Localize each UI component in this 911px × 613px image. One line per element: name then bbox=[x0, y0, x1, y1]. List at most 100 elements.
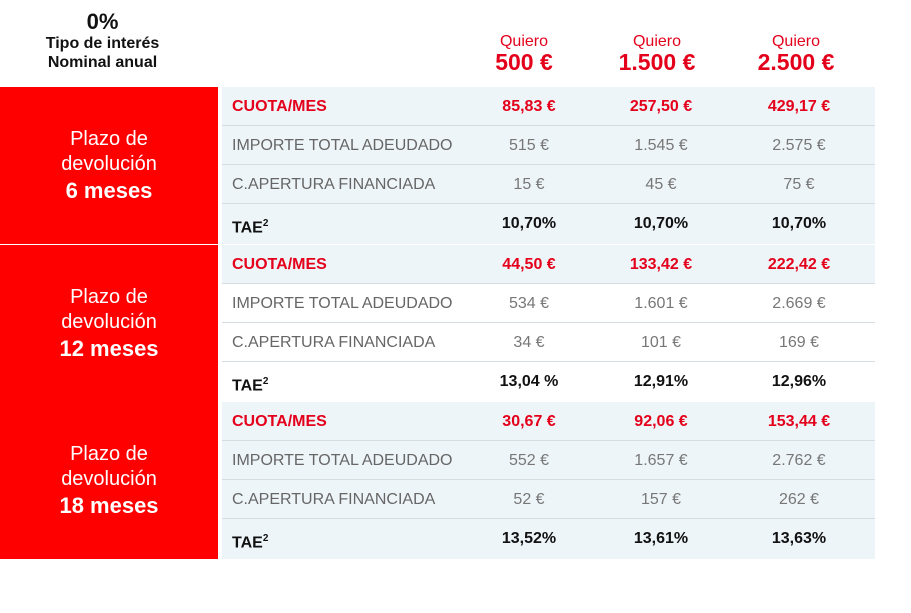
interest-rate-label-line1: Tipo de interés bbox=[45, 35, 160, 52]
table-row-cuota: CUOTA/MES 85,83 € 257,50 € 429,17 € bbox=[222, 87, 875, 126]
row-label: C.APERTURA FINANCIADA bbox=[232, 176, 436, 193]
table-cell: 75 € bbox=[783, 176, 815, 193]
term-label-line2: devolución bbox=[61, 152, 157, 175]
term-months: 12 meses bbox=[59, 335, 159, 361]
tae-label: TAE bbox=[232, 534, 263, 552]
table-cell: 169 € bbox=[778, 334, 820, 351]
row-label: TAE2 bbox=[232, 519, 268, 558]
row-divider bbox=[222, 322, 875, 323]
row-label: CUOTA/MES bbox=[232, 98, 327, 115]
tae-label: TAE bbox=[232, 219, 263, 237]
table-cell: 101 € bbox=[640, 334, 682, 351]
interest-rate-label-line2: Nominal anual bbox=[47, 54, 158, 71]
term-cell: Plazo de devolución 12 meses bbox=[0, 245, 218, 402]
term-label-line2: devolución bbox=[61, 310, 157, 333]
term-block-6-months: Plazo de devolución 6 meses CUOTA/MES 85… bbox=[0, 87, 875, 244]
table-cell: 153,44 € bbox=[767, 413, 831, 430]
row-label: IMPORTE TOTAL ADEUDADO bbox=[232, 295, 453, 312]
table-cell: 85,83 € bbox=[502, 98, 556, 115]
term-label-line1: Plazo de bbox=[70, 285, 148, 308]
term-block-12-months: Plazo de devolución 12 meses CUOTA/MES 4… bbox=[0, 245, 875, 402]
term-months: 18 meses bbox=[59, 492, 159, 518]
row-divider bbox=[222, 518, 875, 519]
table-cell: 45 € bbox=[645, 176, 677, 193]
column-header-1500: Quiero 1.500 € bbox=[592, 33, 722, 75]
row-divider bbox=[222, 283, 875, 284]
table-cell: 34 € bbox=[513, 334, 545, 351]
term-label-line2: devolución bbox=[61, 467, 157, 490]
table-cell: 44,50 € bbox=[502, 256, 556, 273]
row-label: C.APERTURA FINANCIADA bbox=[232, 491, 436, 508]
tae-label: TAE bbox=[232, 377, 263, 395]
row-label: IMPORTE TOTAL ADEUDADO bbox=[232, 137, 453, 154]
table-row-apertura: C.APERTURA FINANCIADA 15 € 45 € 75 € bbox=[222, 165, 875, 204]
row-divider bbox=[222, 203, 875, 204]
table-cell: 552 € bbox=[508, 452, 550, 469]
term-months: 6 meses bbox=[65, 177, 153, 203]
column-header-500: Quiero 500 € bbox=[459, 33, 589, 75]
table-cell: 52 € bbox=[513, 491, 545, 508]
table-cell: 429,17 € bbox=[767, 98, 831, 115]
row-label: CUOTA/MES bbox=[232, 413, 327, 430]
tae-footnote: 2 bbox=[262, 533, 269, 544]
row-divider bbox=[222, 440, 875, 441]
table-cell: 92,06 € bbox=[634, 413, 688, 430]
table-cell: 1.545 € bbox=[634, 137, 688, 154]
table-cell: 2.669 € bbox=[772, 295, 826, 312]
table-row-tae: TAE2 13,52% 13,61% 13,63% bbox=[222, 519, 875, 559]
table-cell: 534 € bbox=[508, 295, 550, 312]
table-row-importe: IMPORTE TOTAL ADEUDADO 552 € 1.657 € 2.7… bbox=[222, 441, 875, 480]
table-cell: 13,61% bbox=[633, 530, 689, 547]
table-cell: 13,52% bbox=[501, 530, 557, 547]
row-divider bbox=[222, 361, 875, 362]
row-divider bbox=[222, 479, 875, 480]
table-cell: 257,50 € bbox=[629, 98, 693, 115]
column-header-amount: 2.500 € bbox=[757, 49, 835, 75]
table-row-tae: TAE2 13,04 % 12,91% 12,96% bbox=[222, 362, 875, 402]
table-cell: 1.601 € bbox=[634, 295, 688, 312]
column-header-amount: 1.500 € bbox=[618, 49, 696, 75]
table-cell: 13,63% bbox=[771, 530, 827, 547]
table-row-cuota: CUOTA/MES 44,50 € 133,42 € 222,42 € bbox=[222, 245, 875, 284]
row-label: C.APERTURA FINANCIADA bbox=[232, 334, 436, 351]
table-row-apertura: C.APERTURA FINANCIADA 34 € 101 € 169 € bbox=[222, 323, 875, 362]
table-cell: 15 € bbox=[513, 176, 545, 193]
column-header-prefix: Quiero bbox=[632, 33, 682, 50]
interest-rate-value: 0% bbox=[86, 9, 119, 34]
column-header-amount: 500 € bbox=[495, 49, 553, 75]
table-row-importe: IMPORTE TOTAL ADEUDADO 534 € 1.601 € 2.6… bbox=[222, 284, 875, 323]
table-cell: 262 € bbox=[778, 491, 820, 508]
term-block-18-months: Plazo de devolución 18 meses CUOTA/MES 3… bbox=[0, 402, 875, 559]
row-label: TAE2 bbox=[232, 204, 268, 243]
row-divider bbox=[222, 125, 875, 126]
table-row-tae: TAE2 10,70% 10,70% 10,70% bbox=[222, 204, 875, 244]
table-cell: 2.762 € bbox=[772, 452, 826, 469]
table-cell: 10,70% bbox=[771, 215, 827, 232]
table-cell: 10,70% bbox=[501, 215, 557, 232]
row-label: CUOTA/MES bbox=[232, 256, 327, 273]
table-cell: 12,91% bbox=[633, 373, 689, 390]
table-cell: 30,67 € bbox=[502, 413, 556, 430]
table-row-importe: IMPORTE TOTAL ADEUDADO 515 € 1.545 € 2.5… bbox=[222, 126, 875, 165]
table-cell: 1.657 € bbox=[634, 452, 688, 469]
table-cell: 13,04 % bbox=[499, 373, 559, 390]
term-cell: Plazo de devolución 6 meses bbox=[0, 87, 218, 244]
term-cell: Plazo de devolución 18 meses bbox=[0, 402, 218, 559]
table-row-cuota: CUOTA/MES 30,67 € 92,06 € 153,44 € bbox=[222, 402, 875, 441]
table-row-apertura: C.APERTURA FINANCIADA 52 € 157 € 262 € bbox=[222, 480, 875, 519]
row-label: IMPORTE TOTAL ADEUDADO bbox=[232, 452, 453, 469]
column-header-prefix: Quiero bbox=[771, 33, 821, 50]
tae-footnote: 2 bbox=[262, 218, 269, 229]
term-label-line1: Plazo de bbox=[70, 127, 148, 150]
tae-footnote: 2 bbox=[262, 376, 269, 387]
row-divider bbox=[222, 164, 875, 165]
table-cell: 222,42 € bbox=[767, 256, 831, 273]
term-label-line1: Plazo de bbox=[70, 442, 148, 465]
table-cell: 12,96% bbox=[771, 373, 827, 390]
table-cell: 157 € bbox=[640, 491, 682, 508]
interest-rate-header: 0% Tipo de interés Nominal anual bbox=[0, 10, 205, 72]
row-label: TAE2 bbox=[232, 362, 268, 401]
table-cell: 10,70% bbox=[633, 215, 689, 232]
table-cell: 515 € bbox=[508, 137, 550, 154]
table-cell: 2.575 € bbox=[772, 137, 826, 154]
